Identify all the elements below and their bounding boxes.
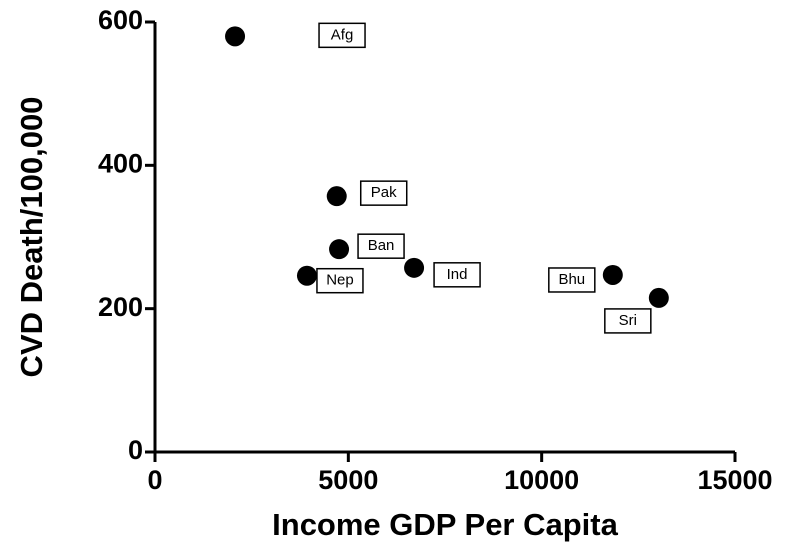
point-label: Pak (371, 184, 397, 201)
label-box (433, 262, 481, 288)
point (326, 186, 347, 207)
point-label: Nep (326, 272, 354, 289)
y-axis-title: CVD Death/100,000 (14, 97, 49, 378)
label-box (359, 180, 408, 206)
point-label: Sri (619, 312, 637, 329)
point-label: Bhu (558, 271, 585, 288)
point-label: Afg (331, 26, 354, 43)
label-box (548, 267, 596, 293)
point (404, 257, 425, 278)
point-label: Ban (368, 237, 395, 254)
y-tick-label: 400 (98, 148, 143, 178)
point (225, 26, 246, 47)
x-tick-label: 0 (147, 465, 162, 495)
label-box (604, 308, 652, 334)
point-label: Ind (447, 266, 468, 283)
point (296, 265, 317, 286)
y-tick-label: 0 (128, 435, 143, 465)
x-tick-label: 5000 (318, 465, 378, 495)
y-tick-label: 200 (98, 292, 143, 322)
point (648, 287, 669, 308)
y-tick-label: 600 (98, 5, 143, 35)
x-axis-title: Income GDP Per Capita (272, 507, 618, 542)
point (602, 264, 623, 285)
x-tick-label: 10000 (504, 465, 579, 495)
label-box (316, 267, 364, 294)
x-tick-label: 15000 (697, 465, 772, 495)
label-box (357, 233, 405, 259)
point (329, 239, 350, 260)
label-box (318, 22, 366, 49)
